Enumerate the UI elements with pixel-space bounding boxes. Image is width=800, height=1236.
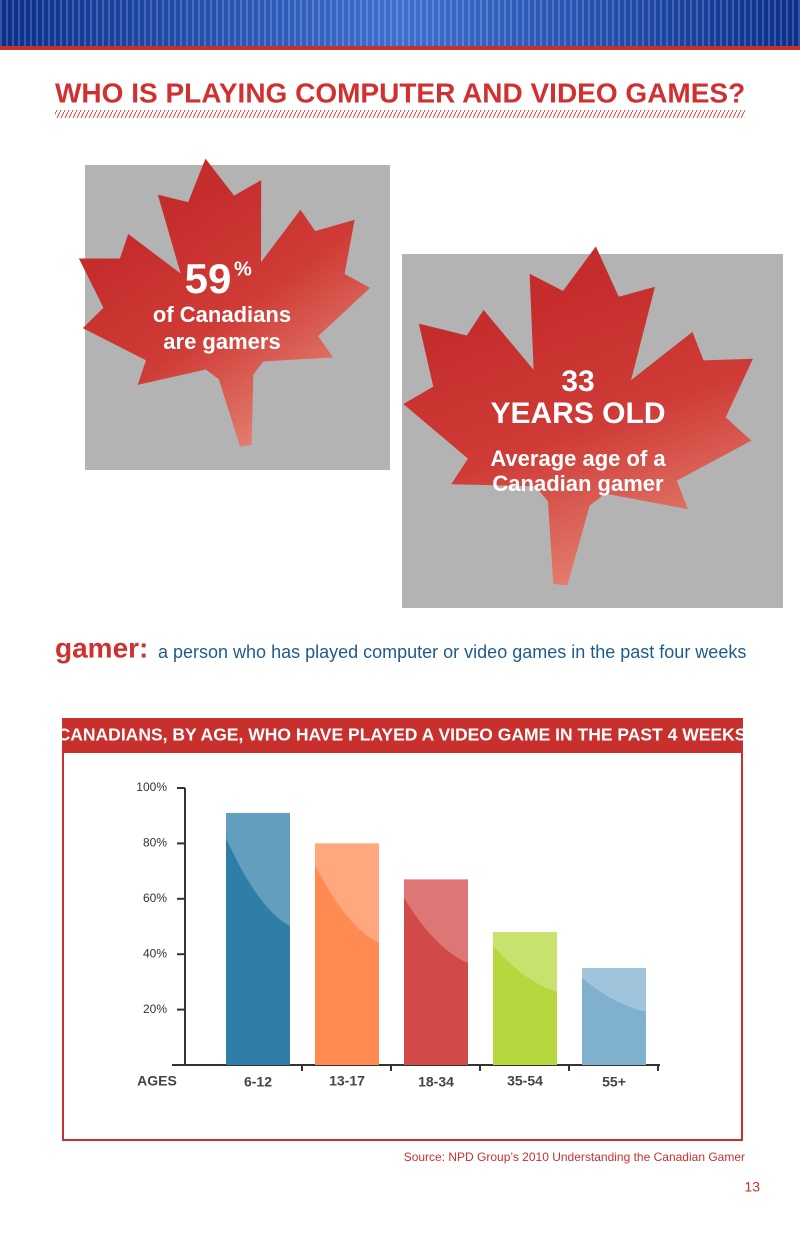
stat-caption: Canadian gamer [492,471,664,496]
bar-sheen [315,843,379,944]
stat-caption: of Canadians [153,302,291,327]
y-tick-label: 100% [136,780,167,794]
bar [493,932,557,1065]
y-tick-label: 20% [143,1002,167,1016]
page-number: 13 [744,1179,760,1195]
y-tick-label: 40% [143,946,167,960]
bar-sheen [404,879,468,963]
bar-sheen [582,968,646,1012]
title-hatch [55,110,745,118]
definition-term: gamer: [55,632,148,663]
x-tick-label: 13-17 [329,1073,365,1089]
chart-frame [62,718,743,1141]
y-tick-label: 80% [143,836,167,850]
x-axis-label: AGES [137,1073,177,1089]
page-title: WHO IS PLAYING COMPUTER AND VIDEO GAMES? [55,77,745,108]
stat-number: 59 [185,255,232,302]
stat-unit: % [234,258,252,280]
stat-caption: are gamers [163,329,280,354]
bar-sheen [226,812,290,927]
x-tick-label: 6-12 [244,1074,272,1090]
bar-sheen [493,932,557,992]
bar [582,968,646,1065]
chart-title: CANADIANS, BY AGE, WHO HAVE PLAYED A VID… [58,725,747,745]
definition-text: a person who has played computer or vide… [158,642,746,662]
bar [404,879,468,1065]
header-rule [0,46,800,50]
x-tick-label: 55+ [602,1074,626,1090]
x-tick-label: 35-54 [507,1073,543,1089]
y-tick-label: 60% [143,891,167,905]
stat-number: 33 [561,365,594,398]
stat-unit: YEARS OLD [490,397,665,430]
chart-title-bar [62,718,743,753]
bar [315,843,379,1065]
x-tick-label: 18-34 [418,1074,454,1090]
source: Source: NPD Group’s 2010 Understanding t… [404,1150,745,1164]
bar [226,812,290,1065]
stat-caption: Average age of a [490,446,666,471]
header-stripes [0,0,800,46]
